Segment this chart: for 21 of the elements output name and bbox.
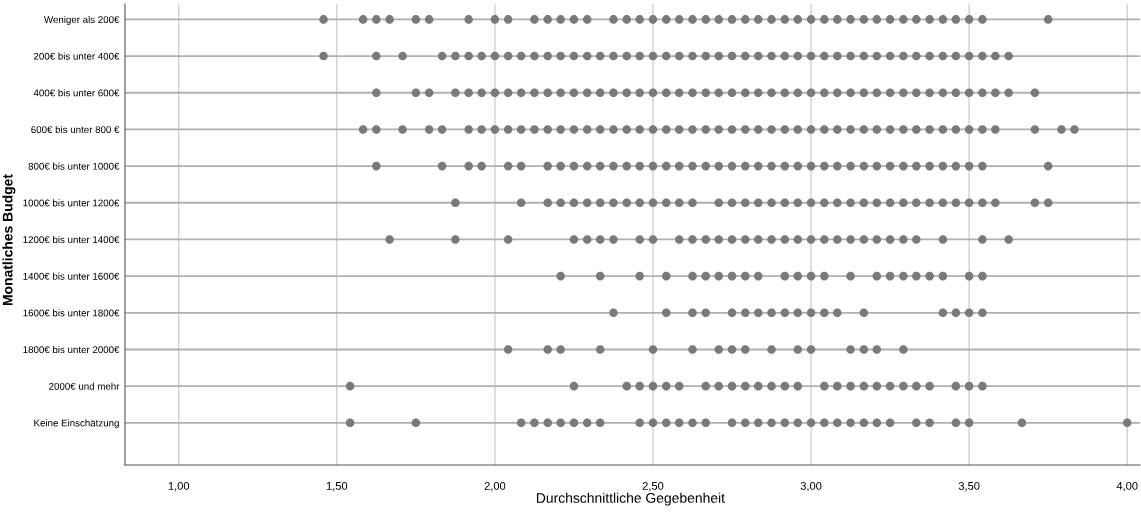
y-tick-label: Keine Einschätzung bbox=[34, 419, 119, 429]
x-tick-label: 1,00 bbox=[168, 481, 190, 492]
x-axis-title: Durchschnittliche Gegebenheit bbox=[536, 492, 725, 506]
y-tick-label: 400€ bis unter 600€ bbox=[33, 89, 120, 97]
y-tick-label: 1000€ bis unter 1200€ bbox=[23, 199, 120, 207]
x-tick-label: 1,50 bbox=[326, 481, 348, 492]
y-axis-title: Monatliches Budget bbox=[2, 174, 16, 306]
y-tick-label: 1400€ bis unter 1600€ bbox=[23, 272, 120, 280]
x-tick-label: 2,50 bbox=[642, 481, 664, 492]
x-tick-label: 3,00 bbox=[800, 481, 822, 492]
x-tick-label: 2,00 bbox=[484, 481, 506, 492]
y-tick-label: 1200€ bis unter 1400€ bbox=[23, 235, 120, 244]
x-tick-label: 3,50 bbox=[958, 481, 980, 492]
y-tick-label: Weniger als 200€ bbox=[44, 15, 120, 25]
y-tick-label: 600€ bis unter 800 € bbox=[31, 125, 120, 134]
y-tick-label: 1800€ bis unter 2000€ bbox=[23, 345, 120, 354]
x-tick-label: 4,00 bbox=[1116, 481, 1138, 492]
y-tick-label: 2000€ und mehr bbox=[49, 382, 120, 390]
y-tick-label: 800€ bis unter 1000€ bbox=[28, 162, 120, 170]
y-tick-label: 200€ bis unter 400€ bbox=[33, 52, 120, 60]
y-tick-label: 1600€ bis unter 1800€ bbox=[23, 309, 120, 317]
